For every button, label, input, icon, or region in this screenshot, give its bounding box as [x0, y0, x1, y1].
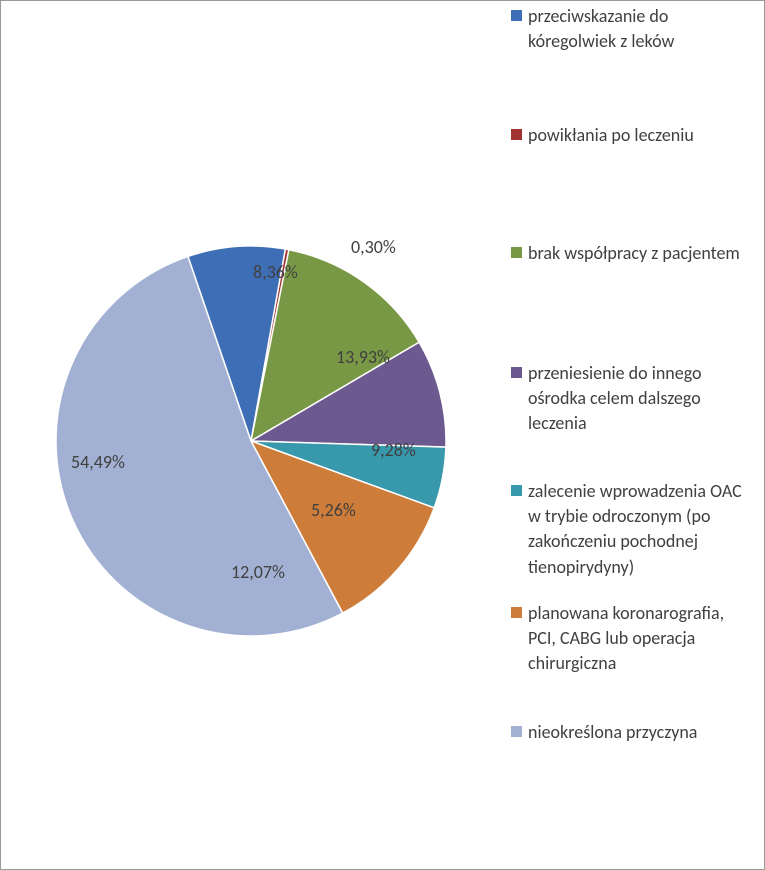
legend-label-5: planowana koronarografia, PCI, CABG lub … — [528, 601, 748, 677]
legend-item-4: zalecenie wprowadzenia OAC w trybie odro… — [511, 479, 748, 580]
legend-item-5: planowana koronarografia, PCI, CABG lub … — [511, 601, 748, 677]
legend-label-2: brak współpracy z pacjentem — [528, 241, 740, 266]
legend-item-1: powikłania po leczeniu — [511, 123, 694, 148]
data-label-5: 12,07% — [231, 561, 285, 583]
data-label-3: 9,28% — [371, 439, 416, 461]
data-label-1: 0,30% — [351, 236, 396, 258]
legend-marker-0 — [511, 10, 522, 21]
legend-marker-2 — [511, 247, 522, 258]
data-label-0: 8,36% — [253, 261, 298, 283]
legend-label-1: powikłania po leczeniu — [528, 123, 694, 148]
legend-item-0: przeciwskazanie do kóregolwiek z leków — [511, 4, 748, 54]
legend-marker-1 — [511, 129, 522, 140]
data-label-6: 54,49% — [71, 451, 125, 473]
legend-label-0: przeciwskazanie do kóregolwiek z leków — [528, 4, 748, 54]
legend-item-3: przeniesienie do innego ośrodka celem da… — [511, 361, 748, 437]
data-label-2: 13,93% — [336, 346, 390, 368]
chart-container: 8,36% 0,30% 13,93% 9,28% 5,26% 12,07% 54,49% p… — [1, 1, 764, 869]
legend-item-6: nieokreślona przyczyna — [511, 720, 697, 745]
data-label-4: 5,26% — [311, 499, 356, 521]
legend-marker-6 — [511, 726, 522, 737]
legend-item-2: brak współpracy z pacjentem — [511, 241, 740, 266]
legend-marker-4 — [511, 485, 522, 496]
legend-marker-5 — [511, 607, 522, 618]
legend-marker-3 — [511, 367, 522, 378]
legend-label-6: nieokreślona przyczyna — [528, 720, 697, 745]
legend-label-4: zalecenie wprowadzenia OAC w trybie odro… — [528, 479, 748, 580]
legend-label-3: przeniesienie do innego ośrodka celem da… — [528, 361, 748, 437]
